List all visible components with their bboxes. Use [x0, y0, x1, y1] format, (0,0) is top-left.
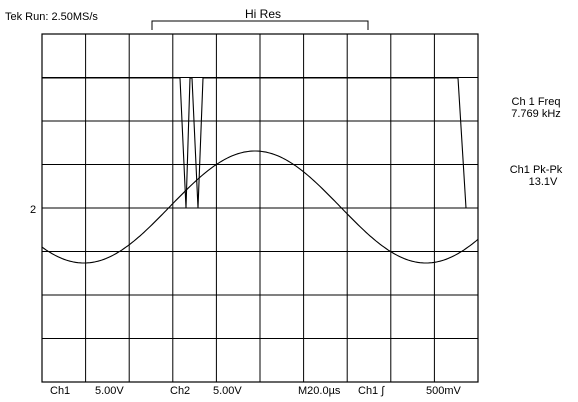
acquisition-status: Tek Run: 2.50MS/s — [5, 11, 98, 23]
measurement-pk-pk-label: Ch1 Pk-Pk — [509, 164, 563, 176]
measurement-frequency-value: 7.769 kHz — [511, 108, 561, 120]
trigger-level: 500mV — [426, 385, 461, 397]
acquisition-mode: Hi Res — [245, 7, 282, 21]
timebase: M20.0µs — [298, 385, 341, 397]
record-bracket — [151, 20, 369, 30]
measurement-pk-pk: Ch1 Pk-Pk 13.1V — [498, 164, 574, 188]
ch2-label: Ch2 — [170, 385, 191, 397]
trigger-source: Ch1 ∫ — [358, 385, 385, 397]
ch2-scale: 5.00V — [213, 385, 242, 397]
ch1-waveform — [41, 150, 479, 264]
ch2-waveform — [42, 77, 478, 209]
ch1-scale: 5.00V — [95, 385, 124, 397]
graticule — [41, 33, 479, 383]
measurement-frequency: Ch 1 Freq 7.769 kHz — [498, 96, 574, 120]
ch1-label: Ch1 — [50, 385, 71, 397]
measurement-frequency-label: Ch 1 Freq — [511, 96, 561, 108]
channel-2-ground-marker: 2 — [30, 204, 37, 216]
measurement-pk-pk-value: 13.1V — [528, 176, 558, 188]
traces — [41, 77, 479, 264]
